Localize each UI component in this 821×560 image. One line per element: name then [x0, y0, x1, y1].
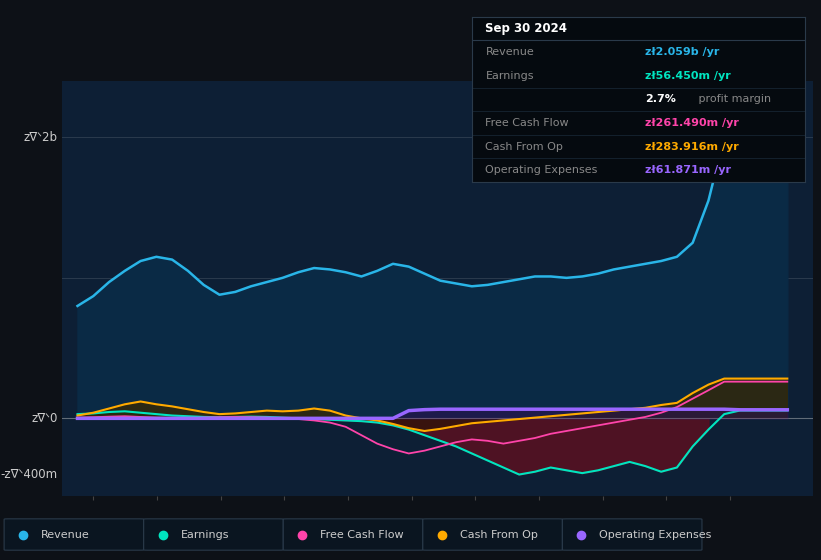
FancyBboxPatch shape — [423, 519, 562, 550]
Text: -zᐫ400m: -zᐫ400m — [1, 468, 57, 481]
FancyBboxPatch shape — [4, 519, 144, 550]
Text: Operating Expenses: Operating Expenses — [599, 530, 712, 539]
Text: 2.7%: 2.7% — [645, 95, 676, 104]
Text: Revenue: Revenue — [485, 47, 534, 57]
FancyBboxPatch shape — [283, 519, 423, 550]
Text: Revenue: Revenue — [41, 530, 89, 539]
Text: Sep 30 2024: Sep 30 2024 — [485, 22, 567, 35]
Text: Earnings: Earnings — [485, 71, 534, 81]
FancyBboxPatch shape — [144, 519, 283, 550]
FancyBboxPatch shape — [562, 519, 702, 550]
Text: profit margin: profit margin — [695, 95, 771, 104]
Text: zł2.059b /yr: zł2.059b /yr — [645, 47, 719, 57]
Text: zᐫ0: zᐫ0 — [31, 412, 57, 425]
Text: zᐫ2b: zᐫ2b — [24, 131, 57, 144]
Text: zł61.871m /yr: zł61.871m /yr — [645, 165, 731, 175]
Text: Operating Expenses: Operating Expenses — [485, 165, 598, 175]
Text: zł261.490m /yr: zł261.490m /yr — [645, 118, 739, 128]
Text: Earnings: Earnings — [181, 530, 229, 539]
Text: Free Cash Flow: Free Cash Flow — [320, 530, 404, 539]
Text: zł56.450m /yr: zł56.450m /yr — [645, 71, 731, 81]
Text: Cash From Op: Cash From Op — [460, 530, 538, 539]
Text: Free Cash Flow: Free Cash Flow — [485, 118, 569, 128]
Text: Cash From Op: Cash From Op — [485, 142, 563, 152]
Text: zł283.916m /yr: zł283.916m /yr — [645, 142, 739, 152]
